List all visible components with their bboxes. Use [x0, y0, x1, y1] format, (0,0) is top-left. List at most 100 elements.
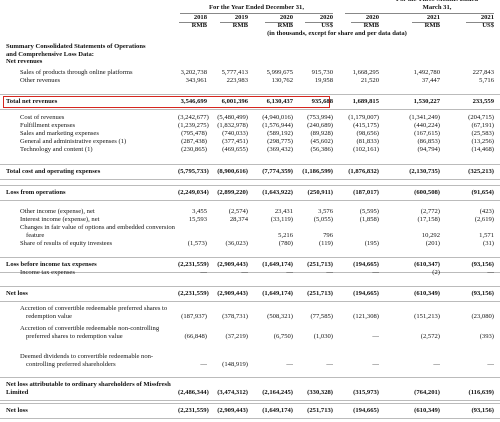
- value-cell: (3,242,677): [178, 114, 209, 121]
- value-cell: (2,249,034): [178, 189, 209, 196]
- row-label: Accretion of convertible redeemable pref…: [20, 305, 168, 320]
- value-cell: (251,713): [307, 290, 333, 297]
- value-cell: (3,474,312): [217, 389, 248, 396]
- value-cell: (4,940,016): [262, 114, 293, 121]
- row-label: General and administrative expenses (1): [20, 138, 127, 145]
- value-cell: (1,649,174): [262, 290, 293, 297]
- value-cell: (1,573): [187, 240, 207, 247]
- value-cell: (589,192): [267, 130, 293, 137]
- value-cell: (764,201): [414, 389, 440, 396]
- value-cell: (1,643,922): [262, 189, 293, 196]
- rule: [0, 94, 500, 95]
- rule: [265, 22, 293, 23]
- row-label: Interest income (expense), net: [20, 216, 100, 223]
- table-row: Interest income (expense), net 15,593 28,3…: [0, 216, 500, 224]
- value-cell: 915,730: [311, 69, 333, 76]
- rule: [466, 22, 494, 23]
- row-label: Loss before income tax expenses: [6, 261, 97, 268]
- value-cell: (2,909,443): [217, 407, 248, 414]
- value-cell: —: [326, 361, 333, 368]
- table-row: Total net revenues 3,546,699 6,001,396 6,13…: [0, 98, 500, 106]
- currency-header: US$: [321, 22, 333, 29]
- rule: [0, 418, 500, 419]
- value-cell: (2,772): [420, 208, 440, 215]
- table-row: Accretion of convertible redeemable pref…: [0, 305, 500, 321]
- value-cell: (5,595): [359, 208, 379, 215]
- value-cell: (31): [483, 240, 494, 247]
- row-label: Fulfillment expenses: [20, 122, 76, 129]
- value-cell: (94,794): [417, 146, 440, 153]
- value-cell: (93,156): [471, 261, 494, 268]
- rule: [0, 185, 500, 186]
- value-cell: (1,179,007): [348, 114, 379, 121]
- row-label: Net loss attributable to ordinary shareh…: [6, 381, 171, 396]
- row-label: Accretion of convertible redeemable non-…: [20, 325, 160, 340]
- value-cell: (93,156): [471, 407, 494, 414]
- value-cell: 28,374: [229, 216, 248, 223]
- value-cell: (67,191): [471, 122, 494, 129]
- value-cell: (151,213): [414, 313, 440, 320]
- value-cell: 3,455: [192, 208, 207, 215]
- value-cell: (1,649,174): [262, 407, 293, 414]
- rule: [0, 109, 500, 110]
- value-cell: 6,001,396: [221, 98, 248, 105]
- value-cell: (195): [364, 240, 379, 247]
- value-cell: 223,983: [226, 77, 248, 84]
- row-label: Deemed dividends to convertible redeemab…: [20, 353, 154, 368]
- value-cell: 233,559: [472, 98, 494, 105]
- value-cell: 130,762: [271, 77, 293, 84]
- value-cell: (167,615): [414, 130, 440, 137]
- value-cell: 1,689,815: [352, 98, 379, 105]
- value-cell: (5,055): [313, 216, 333, 223]
- value-cell: (116,639): [468, 389, 494, 396]
- row-label: Changes in fair value of options and emb…: [20, 224, 175, 239]
- value-cell: (98,656): [356, 130, 379, 137]
- value-cell: (1,876,832): [348, 168, 379, 175]
- highlight-box: [3, 96, 330, 108]
- value-cell: (77,585): [310, 313, 333, 320]
- currency-header: US$: [482, 22, 494, 29]
- value-cell: 5,716: [479, 77, 494, 84]
- table-row: Deemed dividends to convertible redeemab…: [0, 353, 500, 369]
- value-cell: (194,665): [353, 407, 379, 414]
- value-cell: —: [372, 361, 379, 368]
- value-cell: (5,795,733): [178, 168, 209, 175]
- row-label: Loss from operations: [6, 189, 66, 196]
- rule: [0, 200, 500, 201]
- value-cell: (93,156): [471, 290, 494, 297]
- value-cell: (204,715): [468, 114, 494, 121]
- value-cell: (91,654): [471, 189, 494, 196]
- year-header: 2020: [319, 14, 333, 21]
- value-cell: (81,833): [356, 138, 379, 145]
- value-cell: (194,665): [353, 261, 379, 268]
- value-cell: (148,919): [222, 361, 248, 368]
- value-cell: —: [433, 361, 440, 368]
- value-cell: (56,386): [310, 146, 333, 153]
- value-cell: 3,576: [318, 208, 333, 215]
- value-cell: (298,775): [267, 138, 293, 145]
- value-cell: (2,231,559): [178, 290, 209, 297]
- value-cell: (369,432): [267, 146, 293, 153]
- rule: [220, 22, 248, 23]
- value-cell: (415,175): [353, 122, 379, 129]
- rule: [0, 377, 500, 378]
- three-months-date: March 31,: [422, 4, 452, 11]
- row-label: Other revenues: [20, 77, 61, 84]
- rule: [0, 179, 500, 180]
- table-row: Accretion of convertible redeemable non-…: [0, 325, 500, 341]
- value-cell: 1,492,780: [413, 69, 440, 76]
- value-cell: (2,486,344): [178, 389, 209, 396]
- value-cell: (325,213): [468, 168, 494, 175]
- currency-header: RMB: [363, 22, 379, 29]
- value-cell: 6,130,437: [266, 98, 293, 105]
- table-row: Fulfillment expenses (1,239,275) (1,832,97…: [0, 122, 500, 130]
- value-cell: —: [200, 269, 207, 276]
- value-cell: (753,994): [307, 114, 333, 121]
- value-cell: (250,911): [307, 189, 333, 196]
- value-cell: (1,576,944): [262, 122, 293, 129]
- value-cell: (66,848): [184, 333, 207, 340]
- value-cell: (2,130,735): [409, 168, 440, 175]
- table-row: Total cost and operating expenses (5,795,…: [0, 168, 500, 176]
- table-row: Income tax expenses — — — — — (2) —: [0, 269, 500, 277]
- value-cell: (610,349): [414, 290, 440, 297]
